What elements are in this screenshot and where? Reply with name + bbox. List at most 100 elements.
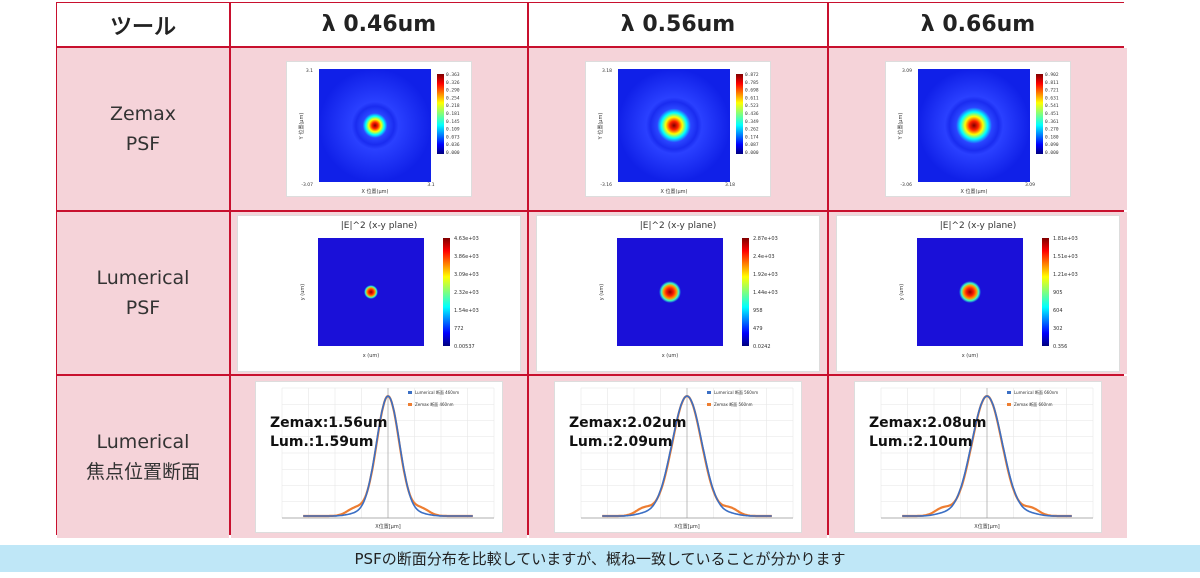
zemax-y-axis-label: Y 位置(μm) (298, 113, 305, 141)
zemax-y-axis-label: Y 位置(μm) (597, 113, 604, 141)
lumerical-psf-spot (659, 280, 681, 303)
zemax-psf-plot: 0.363 0.326 0.290 0.254 0.218 0.181 0.145 0.109… (287, 62, 471, 196)
header-tool: ツール (57, 3, 229, 46)
lumerical-colorbar-tick: 0.356 (1053, 344, 1067, 350)
zemax-colorbar-tick: 0.145 (446, 119, 460, 125)
lumerical-psf-cell-1: |E|^2 (x-y plane) 4.63e+03 3.86e+03 3.09e+0… (231, 212, 527, 374)
zemax-colorbar-tick: 0.290 (446, 88, 460, 94)
lumerical-x-axis-label: x (um) (662, 353, 679, 359)
lumerical-colorbar-tick: 1.81e+03 (1053, 236, 1078, 242)
zemax-colorbar-tick: 0.811 (1045, 80, 1059, 86)
zemax-x-axis-label: X 位置(μm) (661, 188, 688, 195)
zemax-psf-map (618, 69, 730, 182)
lumerical-colorbar-tick: 2.87e+03 (753, 236, 778, 242)
zemax-axis-top-label: 3.09 (902, 68, 912, 74)
zemax-colorbar-tick: 0.541 (1045, 103, 1059, 109)
zemax-colorbar-tick: 0.631 (1045, 95, 1059, 101)
lumerical-psf-cell-2: |E|^2 (x-y plane) 2.87e+03 2.4e+03 1.92e+03… (529, 212, 827, 374)
zemax-colorbar (736, 74, 743, 154)
header-wavelength-3: λ 0.66um (829, 3, 1127, 46)
zemax-colorbar-tick: 0.872 (745, 72, 759, 78)
lumerical-psf-spot (959, 280, 981, 303)
lumerical-plot-title: |E|^2 (x-y plane) (940, 221, 1016, 231)
lumerical-colorbar-tick: 772 (454, 326, 464, 332)
legend-lumerical: Lumerical 断面 660nm (1014, 389, 1058, 395)
lumerical-plot-title: |E|^2 (x-y plane) (640, 221, 716, 231)
lumerical-profile-line (602, 395, 772, 517)
lumerical-colorbar-tick: 1.92e+03 (753, 272, 778, 278)
lumerical-profile-line (303, 395, 473, 517)
zemax-colorbar-tick: 0.326 (446, 80, 460, 86)
lumerical-colorbar-tick: 302 (1053, 326, 1063, 332)
legend-marker-lumerical (408, 391, 412, 394)
fwhm-annotation: Zemax:1.56um Lum.:1.59um (270, 415, 388, 450)
zemax-colorbar-tick: 0.349 (745, 119, 759, 125)
zemax-colorbar-tick: 0.174 (745, 134, 759, 140)
zemax-x-axis-label: X 位置(μm) (362, 188, 389, 195)
lumerical-colorbar (443, 237, 450, 346)
lumerical-colorbar-tick: 0.00537 (454, 344, 475, 350)
header-wavelength-2: λ 0.56um (529, 3, 827, 46)
zemax-colorbar (437, 74, 444, 154)
legend-marker-zemax (408, 403, 412, 406)
lumerical-colorbar (742, 237, 749, 346)
row-label-lumerical-focus-section: Lumerical 焦点位置断面 (57, 376, 229, 538)
zemax-axis-bottom-right-label: 3.1 (427, 182, 434, 188)
zemax-axis-top-label: 3.18 (602, 68, 612, 74)
lumerical-x-axis-label: x (um) (363, 353, 380, 359)
lumerical-colorbar-tick: 0.0242 (753, 344, 771, 350)
lumerical-colorbar-tick: 1.44e+03 (753, 290, 778, 296)
zemax-colorbar-tick: 0.036 (446, 142, 460, 148)
lumerical-psf-plot: |E|^2 (x-y plane) 2.87e+03 2.4e+03 1.92e+03… (537, 215, 819, 371)
row-label-lumerical-psf: Lumerical PSF (57, 212, 229, 374)
lumerical-y-axis-label: y (um) (599, 283, 605, 300)
profile-plot: Lumerical 断面 460nm Zemax 断面 460nm X位置[μm] Z… (256, 382, 502, 532)
lumerical-psf-svg: |E|^2 (x-y plane) 1.81e+03 1.51e+03 1.21e+0… (899, 221, 1078, 359)
lumerical-psf-cell-3: |E|^2 (x-y plane) 1.81e+03 1.51e+03 1.21e+0… (829, 212, 1127, 374)
lumerical-colorbar-tick: 958 (753, 308, 763, 314)
lumerical-y-axis-label: y (um) (300, 283, 306, 300)
zemax-axis-bottom-left-label: -3.07 (301, 182, 313, 188)
legend-lumerical: Lumerical 断面 460nm (415, 389, 459, 395)
fwhm-annotation: Zemax:2.02um Lum.:2.09um (569, 415, 687, 450)
zemax-colorbar-tick: 0.073 (446, 134, 460, 140)
zemax-colorbar-tick: 0.000 (745, 150, 759, 156)
legend-marker-zemax (1007, 403, 1011, 406)
zemax-colorbar-tick: 0.000 (1045, 150, 1059, 156)
zemax-axis-bottom-right-label: 3.09 (1025, 182, 1035, 188)
lumerical-y-axis-label: y (um) (899, 283, 905, 300)
lumerical-x-axis-label: x (um) (962, 353, 979, 359)
profile-plot: Lumerical 断面 660nm Zemax 断面 660nm X位置[μm] Z… (855, 382, 1101, 532)
zemax-colorbar-tick: 0.000 (446, 150, 460, 156)
legend-marker-zemax (707, 403, 711, 406)
lumerical-colorbar-tick: 1.51e+03 (1053, 254, 1078, 260)
profile-x-axis-label: X位置[μm] (674, 523, 699, 530)
zemax-colorbar-tick: 0.902 (1045, 72, 1059, 78)
zemax-colorbar-tick: 0.181 (446, 111, 460, 117)
header-wavelength-1: λ 0.46um (231, 3, 527, 46)
zemax-colorbar-tick: 0.109 (446, 127, 460, 133)
lumerical-colorbar-tick: 479 (753, 326, 763, 332)
zemax-axis-bottom-left-label: -3.16 (600, 182, 612, 188)
comparison-table: ツール λ 0.46um λ 0.56um λ 0.66um Zemax PSF… (56, 2, 1127, 538)
profile-cell-2: Lumerical 断面 560nm Zemax 断面 560nm X位置[μm] Z… (529, 376, 827, 538)
profile-x-axis-label: X位置[μm] (974, 523, 999, 530)
zemax-colorbar-tick: 0.254 (446, 95, 460, 101)
zemax-colorbar-tick: 0.180 (1045, 134, 1059, 140)
lumerical-colorbar-tick: 3.86e+03 (454, 254, 479, 260)
lumerical-colorbar-tick: 604 (1053, 308, 1063, 314)
lumerical-colorbar-tick: 2.32e+03 (454, 290, 479, 296)
zemax-colorbar-tick: 0.087 (745, 142, 759, 148)
profile-cell-3: Lumerical 断面 660nm Zemax 断面 660nm X位置[μm] Z… (829, 376, 1127, 538)
lumerical-colorbar-tick: 3.09e+03 (454, 272, 479, 278)
footer-caption: PSFの断面分布を比較していますが、概ね一致していることが分かります (0, 545, 1200, 572)
legend-zemax: Zemax 断面 660nm (1014, 401, 1053, 407)
profile-svg: Lumerical 断面 460nm Zemax 断面 460nm X位置[μm] (281, 387, 495, 530)
legend-zemax: Zemax 断面 560nm (714, 401, 753, 407)
lumerical-profile-line (902, 395, 1072, 517)
legend-marker-lumerical (707, 391, 711, 394)
lumerical-colorbar-tick: 1.54e+03 (454, 308, 479, 314)
zemax-x-axis-label: X 位置(μm) (961, 188, 988, 195)
